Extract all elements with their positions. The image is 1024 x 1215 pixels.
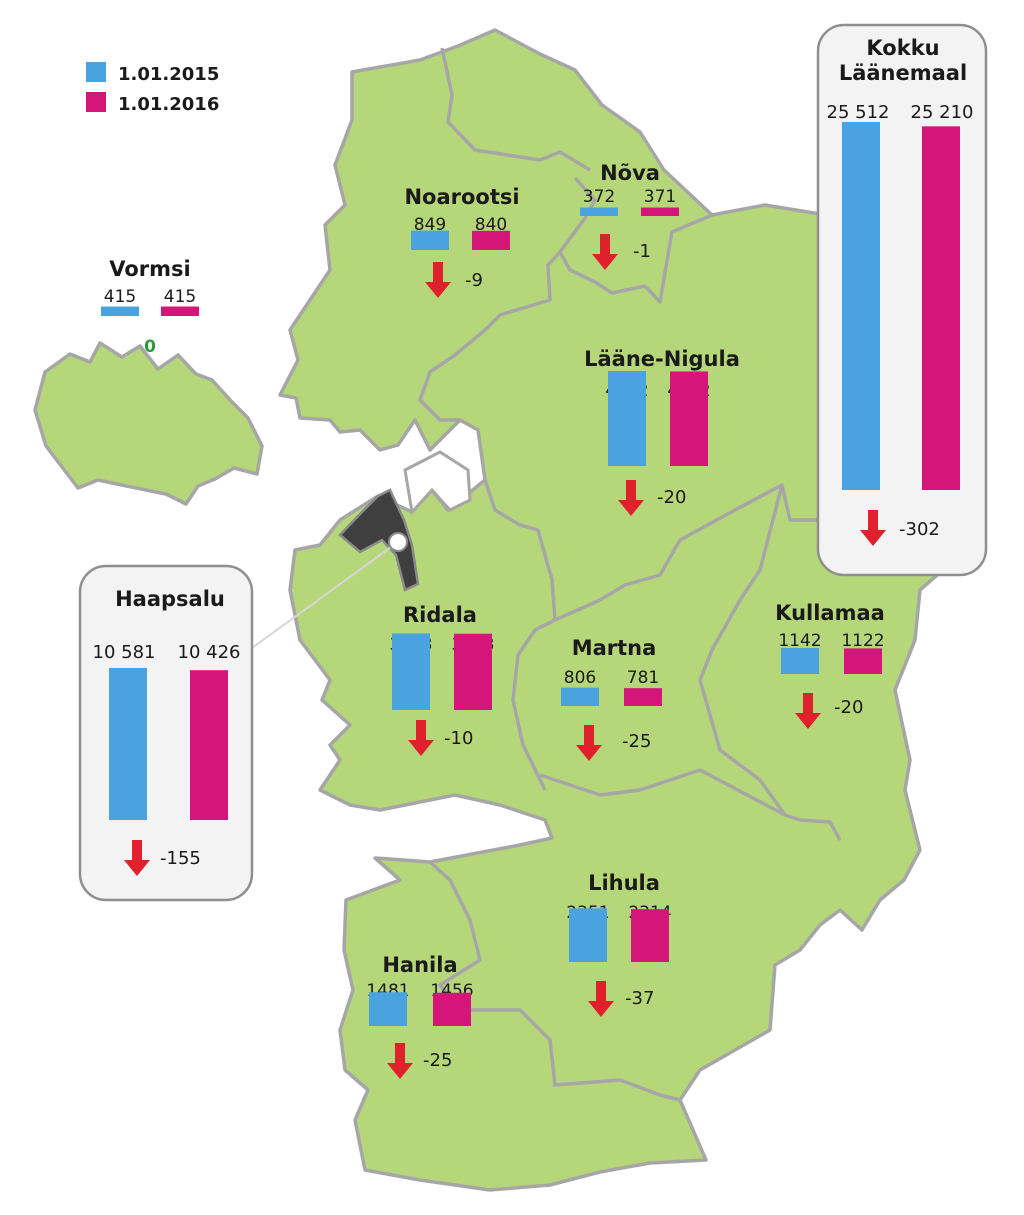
nova-change: -1 — [633, 241, 651, 262]
noarootsi-name: Noarootsi — [404, 185, 519, 209]
border-ridala-martna — [511, 618, 556, 791]
hanila-name: Hanila — [382, 953, 457, 977]
region-7-decrease-arrow — [588, 981, 614, 1017]
legend-swatch-2015 — [86, 62, 106, 82]
hanila-change: -25 — [423, 1050, 452, 1071]
legend: 1.01.2015 1.01.2016 — [86, 62, 219, 115]
kokku-value-2016: 25 210 — [911, 102, 974, 123]
kokku-bar-2015 — [842, 122, 880, 490]
laane-nigula-name: Lääne-Nigula — [584, 347, 740, 371]
region-4-decrease-arrow — [408, 720, 434, 756]
region-7-bar-2016 — [631, 909, 669, 962]
lihula-name: Lihula — [588, 871, 660, 895]
region-2-bar-2015 — [580, 207, 618, 216]
noarootsi-value-2016: 840 — [475, 215, 507, 235]
region-5-decrease-arrow — [576, 725, 602, 761]
region-6-bar-2016 — [844, 648, 882, 674]
kullamaa-value-2016: 1122 — [841, 631, 884, 651]
vormsi-island — [33, 341, 264, 506]
region-1-decrease-arrow — [425, 262, 451, 298]
region-8-bar-2015 — [369, 992, 407, 1026]
vormsi-change: 0 — [144, 337, 156, 357]
noarootsi-value-2015: 849 — [414, 215, 446, 235]
water-layer — [403, 450, 472, 516]
haapsalu-change: -155 — [160, 848, 201, 869]
nova-name: Nõva — [600, 161, 660, 185]
legend-label-2015: 1.01.2015 — [118, 64, 219, 85]
bar-marks — [101, 122, 960, 1079]
haapsalu-leader-line — [251, 541, 399, 649]
border-layer — [418, 47, 861, 1102]
haapsalu-shape — [338, 488, 420, 592]
haapsalu-marker — [388, 532, 408, 552]
haapsalu-decrease-arrow — [124, 840, 150, 876]
haapsalu-title: Haapsalu — [115, 587, 225, 611]
kullamaa-value-2015: 1142 — [778, 631, 821, 651]
kokku-title-line1: Kokku — [866, 36, 939, 60]
region-6-bar-2015 — [781, 647, 819, 674]
region-2-bar-2016 — [641, 207, 679, 216]
border-laane-nigula-west — [483, 479, 557, 621]
ridala-name: Ridala — [403, 603, 477, 627]
region-1-bar-2016 — [472, 230, 510, 250]
border-martna-south — [539, 768, 842, 841]
land-layer — [33, 28, 987, 1192]
kokku-bar-2016 — [922, 126, 960, 490]
haapsalu-town — [251, 488, 420, 649]
region-1-bar-2015 — [411, 230, 449, 250]
border-noarootsi-south — [418, 250, 562, 422]
haapsalu-bar-2015 — [109, 668, 147, 820]
region-5-bar-2015 — [561, 687, 599, 706]
mainland — [278, 28, 987, 1192]
border-martna-kullamaa — [698, 484, 787, 817]
haapsalu-value-2015: 10 581 — [93, 642, 156, 663]
border-noarootsi-top — [440, 47, 591, 172]
region-4-bar-2015 — [392, 633, 430, 710]
laane-nigula-change: -20 — [657, 487, 686, 508]
region-3-bar-2016 — [670, 371, 708, 466]
region-0-bar-2015 — [101, 306, 139, 316]
region-8-bar-2016 — [433, 992, 471, 1026]
nova-value-2016: 371 — [644, 187, 676, 207]
martna-change: -25 — [622, 731, 651, 752]
kullamaa-change: -20 — [834, 697, 863, 718]
lihula-change: -37 — [625, 988, 654, 1009]
region-4-bar-2016 — [454, 633, 492, 710]
region-2-decrease-arrow — [592, 234, 618, 270]
kokku-value-2015: 25 512 — [827, 102, 890, 123]
noarootsi-change: -9 — [465, 270, 483, 291]
kokku-change: -302 — [899, 519, 940, 540]
region-5-bar-2016 — [624, 688, 662, 706]
vormsi-name: Vormsi — [109, 257, 190, 281]
martna-name: Martna — [572, 636, 657, 660]
border-lihula-west — [428, 860, 681, 1102]
legend-swatch-2016 — [86, 92, 106, 112]
kokku-decrease-arrow — [860, 510, 886, 546]
legend-label-2016: 1.01.2016 — [118, 94, 219, 115]
vormsi-value-2016: 415 — [164, 287, 196, 307]
martna-value-2015: 806 — [564, 668, 596, 688]
border-laane-nigula-south — [554, 483, 861, 622]
vormsi-value-2015: 415 — [104, 287, 136, 307]
ridala-change: -10 — [444, 728, 473, 749]
haapsalu-value-2016: 10 426 — [178, 642, 241, 663]
region-3-bar-2015 — [608, 371, 646, 466]
region-0-bar-2016 — [161, 306, 199, 316]
region-6-decrease-arrow — [795, 693, 821, 729]
martna-value-2016: 781 — [627, 668, 659, 688]
nova-value-2015: 372 — [583, 187, 615, 207]
kokku-title-line2: Läänemaal — [839, 61, 967, 85]
region-8-decrease-arrow — [387, 1043, 413, 1079]
kullamaa-name: Kullamaa — [775, 601, 885, 625]
haapsalu-bar-2016 — [190, 670, 228, 820]
inlet-lake — [403, 450, 472, 516]
region-3-decrease-arrow — [618, 480, 644, 516]
region-7-bar-2015 — [569, 908, 607, 962]
